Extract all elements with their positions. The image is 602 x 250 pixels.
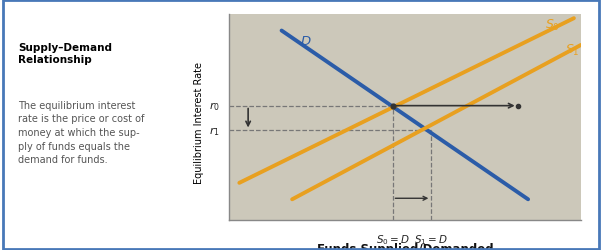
X-axis label: Funds Supplied/Demanded: Funds Supplied/Demanded [317,242,493,250]
Text: FIGURE 6.1: FIGURE 6.1 [17,19,83,29]
Text: Supply–Demand
Relationship: Supply–Demand Relationship [18,43,112,64]
Text: $r_0$: $r_0$ [209,100,220,112]
Text: $S_0 = D$: $S_0 = D$ [376,232,409,246]
Text: $r_1$: $r_1$ [209,124,220,137]
Text: The equilibrium interest
rate is the price or cost of
money at which the sup-
pl: The equilibrium interest rate is the pri… [18,100,144,164]
Text: $S_1 = D$: $S_1 = D$ [414,232,448,246]
Text: $S_0$: $S_0$ [545,18,560,33]
Text: $D$: $D$ [300,35,312,48]
Text: $S_1$: $S_1$ [565,42,580,57]
Text: Equilibrium Interest Rate: Equilibrium Interest Rate [194,62,203,183]
